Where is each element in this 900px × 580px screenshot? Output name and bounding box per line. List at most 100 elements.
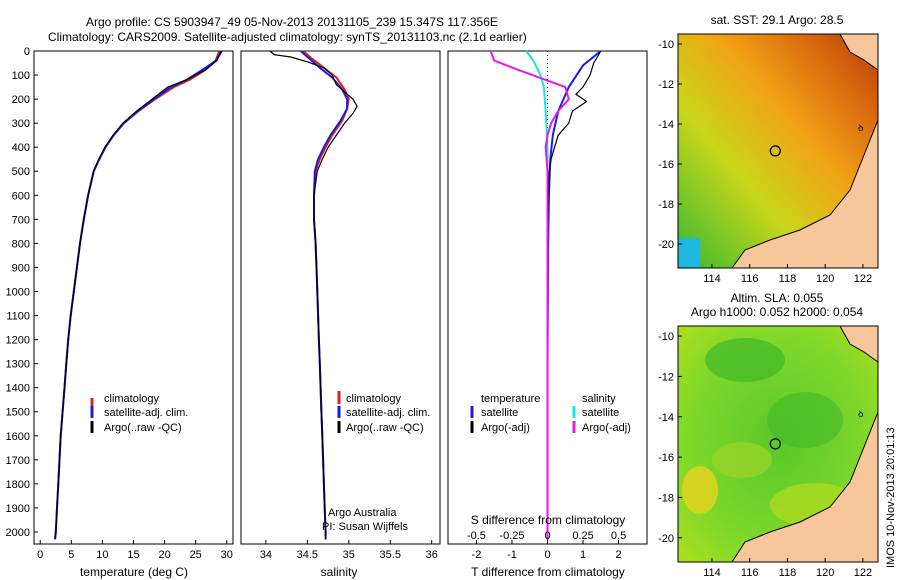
y-tick-label: 2000 [6, 527, 30, 539]
figure-title-line2: Climatology: CARS2009. Satellite-adjuste… [48, 30, 527, 44]
depth-axis: 0 100 200 300 400 500 600 700 800 900 1000 1100 1200… [6, 46, 38, 539]
lat-tick-label: -14 [658, 119, 674, 131]
lat-tick-label: -16 [658, 452, 674, 464]
y-tick-label: 1700 [6, 455, 30, 467]
temperature-legend: climatology satellite-adj. clim. Argo(..… [90, 393, 188, 434]
sla-map-title: Altim. SLA: 0.055 [731, 291, 824, 305]
legend-label-s-argo: Argo(-adj) [582, 422, 631, 434]
y-tick-label: 800 [12, 238, 30, 250]
argo-position-marker [769, 438, 781, 450]
y-tick-label: 1300 [6, 359, 30, 371]
legend-label-satellite: satellite-adj. clim. [104, 407, 188, 419]
y-tick-label: 700 [12, 214, 30, 226]
sla-island-mark: ꝺ [858, 409, 863, 419]
s-tick-label: 0.25 [572, 530, 593, 542]
y-tick-label: 0 [24, 46, 30, 58]
y-tick-label: 300 [12, 118, 30, 130]
sla-map-frame [677, 325, 879, 563]
temperature-x-axis: 0 5 10 15 20 25 30 [37, 540, 233, 561]
salinity-x-axis: 34 34.5 35 35.5 36 [260, 540, 438, 561]
lat-tick-label: -12 [658, 371, 674, 383]
salinity-series [269, 50, 358, 540]
t-difference-xlabel: T difference from climatology [471, 565, 625, 579]
y-tick-label: 1600 [6, 431, 30, 443]
salinity-axes-frame [240, 50, 441, 545]
lat-tick-label: -20 [658, 533, 674, 545]
sla-lon-axis: 114 116 118 120 122 [703, 558, 872, 579]
imos-timestamp: IMOS 10-Nov-2013 20:01:13 [885, 427, 897, 568]
s-difference-xlabel: S difference from climatology [471, 513, 626, 527]
lon-tick-label: 116 [741, 273, 759, 285]
lat-tick-label: -18 [658, 199, 674, 211]
lat-tick-label: -18 [658, 492, 674, 504]
x-tick-label: 15 [127, 549, 139, 561]
sst-map-panel: sat. SST: 29.1 Argo: 28.5 ꝺ -10 -12 -14 -16… [658, 13, 879, 285]
series-line-climatology [54, 50, 221, 540]
series-line-s-argo-adj- [489, 50, 570, 540]
s-tick-label: 0.5 [611, 530, 626, 542]
series-line-argo-raw-qc- [54, 50, 222, 540]
lon-tick-label: 122 [854, 567, 872, 579]
lat-tick-label: -20 [658, 239, 674, 251]
y-tick-label: 1400 [6, 383, 30, 395]
sst-cool-patch [678, 238, 700, 268]
difference-panel: -2 -1 0 1 2 -0.5 -0.25 0 0.25 0.5 S difference f… [447, 50, 648, 579]
x-tick-label: 35 [343, 549, 355, 561]
legend-label-argo: Argo(..raw -QC) [104, 422, 182, 434]
lat-tick-label: -10 [658, 39, 674, 51]
legend-title-temperature: temperature [481, 393, 540, 405]
y-tick-label: 1800 [6, 479, 30, 491]
x-tick-label: 25 [190, 549, 202, 561]
lat-tick-label: -10 [658, 331, 674, 343]
lat-tick-label: -12 [658, 79, 674, 91]
x-tick-label: 0 [544, 549, 550, 561]
legend-label-climatology: climatology [346, 393, 402, 405]
y-tick-label: 1900 [6, 503, 30, 515]
difference-legend: temperature satellite Argo(-adj) salinit… [470, 393, 631, 434]
series-line-t-satellite [546, 50, 602, 540]
x-tick-label: -2 [472, 549, 482, 561]
lat-tick-label: -14 [658, 412, 674, 424]
legend-label-t-satellite: satellite [481, 407, 518, 419]
legend-label-t-argo: Argo(-adj) [481, 422, 530, 434]
legend-title-salinity: salinity [582, 393, 616, 405]
x-tick-label: 2 [616, 549, 622, 561]
lon-tick-label: 116 [741, 567, 759, 579]
x-tick-label: 34 [260, 549, 272, 561]
x-tick-label: 34.5 [297, 549, 318, 561]
temperature-xlabel: temperature (deg C) [80, 565, 188, 579]
x-tick-label: 5 [68, 549, 74, 561]
s-tick-label: -0.5 [467, 530, 486, 542]
salinity-legend: climatology satellite-adj. clim. Argo(..… [337, 391, 430, 434]
lon-tick-label: 122 [854, 273, 872, 285]
sla-blob [767, 392, 843, 448]
lon-tick-label: 120 [816, 273, 834, 285]
x-tick-label: 10 [96, 549, 108, 561]
temperature-axes-frame [33, 50, 234, 545]
temperature-series [54, 50, 223, 540]
s-tick-label: 0 [544, 530, 550, 542]
y-tick-label: 1200 [6, 335, 30, 347]
series-line-argo-raw-qc- [269, 50, 358, 540]
sla-blob [682, 466, 718, 514]
argo-position-marker [769, 145, 781, 157]
legend-label-argo: Argo(..raw -QC) [346, 422, 424, 434]
legend-label-satellite: satellite-adj. clim. [346, 407, 430, 419]
sla-blob [712, 442, 772, 478]
y-tick-label: 1000 [6, 286, 30, 298]
y-tick-label: 500 [12, 166, 30, 178]
x-tick-label: 35.5 [380, 549, 401, 561]
s-tick-label: -0.25 [499, 530, 524, 542]
sst-lon-axis: 114 116 118 120 122 [703, 264, 872, 285]
lat-tick-label: -16 [658, 159, 674, 171]
y-tick-label: 400 [12, 142, 30, 154]
y-tick-label: 1100 [6, 311, 30, 323]
temperature-panel: 0100200300400500600700800900100011001200… [6, 46, 234, 579]
lon-tick-label: 114 [703, 273, 721, 285]
series-line-s-satellite [525, 50, 549, 540]
y-tick-label: 1500 [6, 407, 30, 419]
x-tick-label: -1 [507, 549, 517, 561]
x-tick-label: 0 [37, 549, 43, 561]
legend-label-climatology: climatology [104, 393, 160, 405]
x-tick-label: 30 [221, 549, 233, 561]
